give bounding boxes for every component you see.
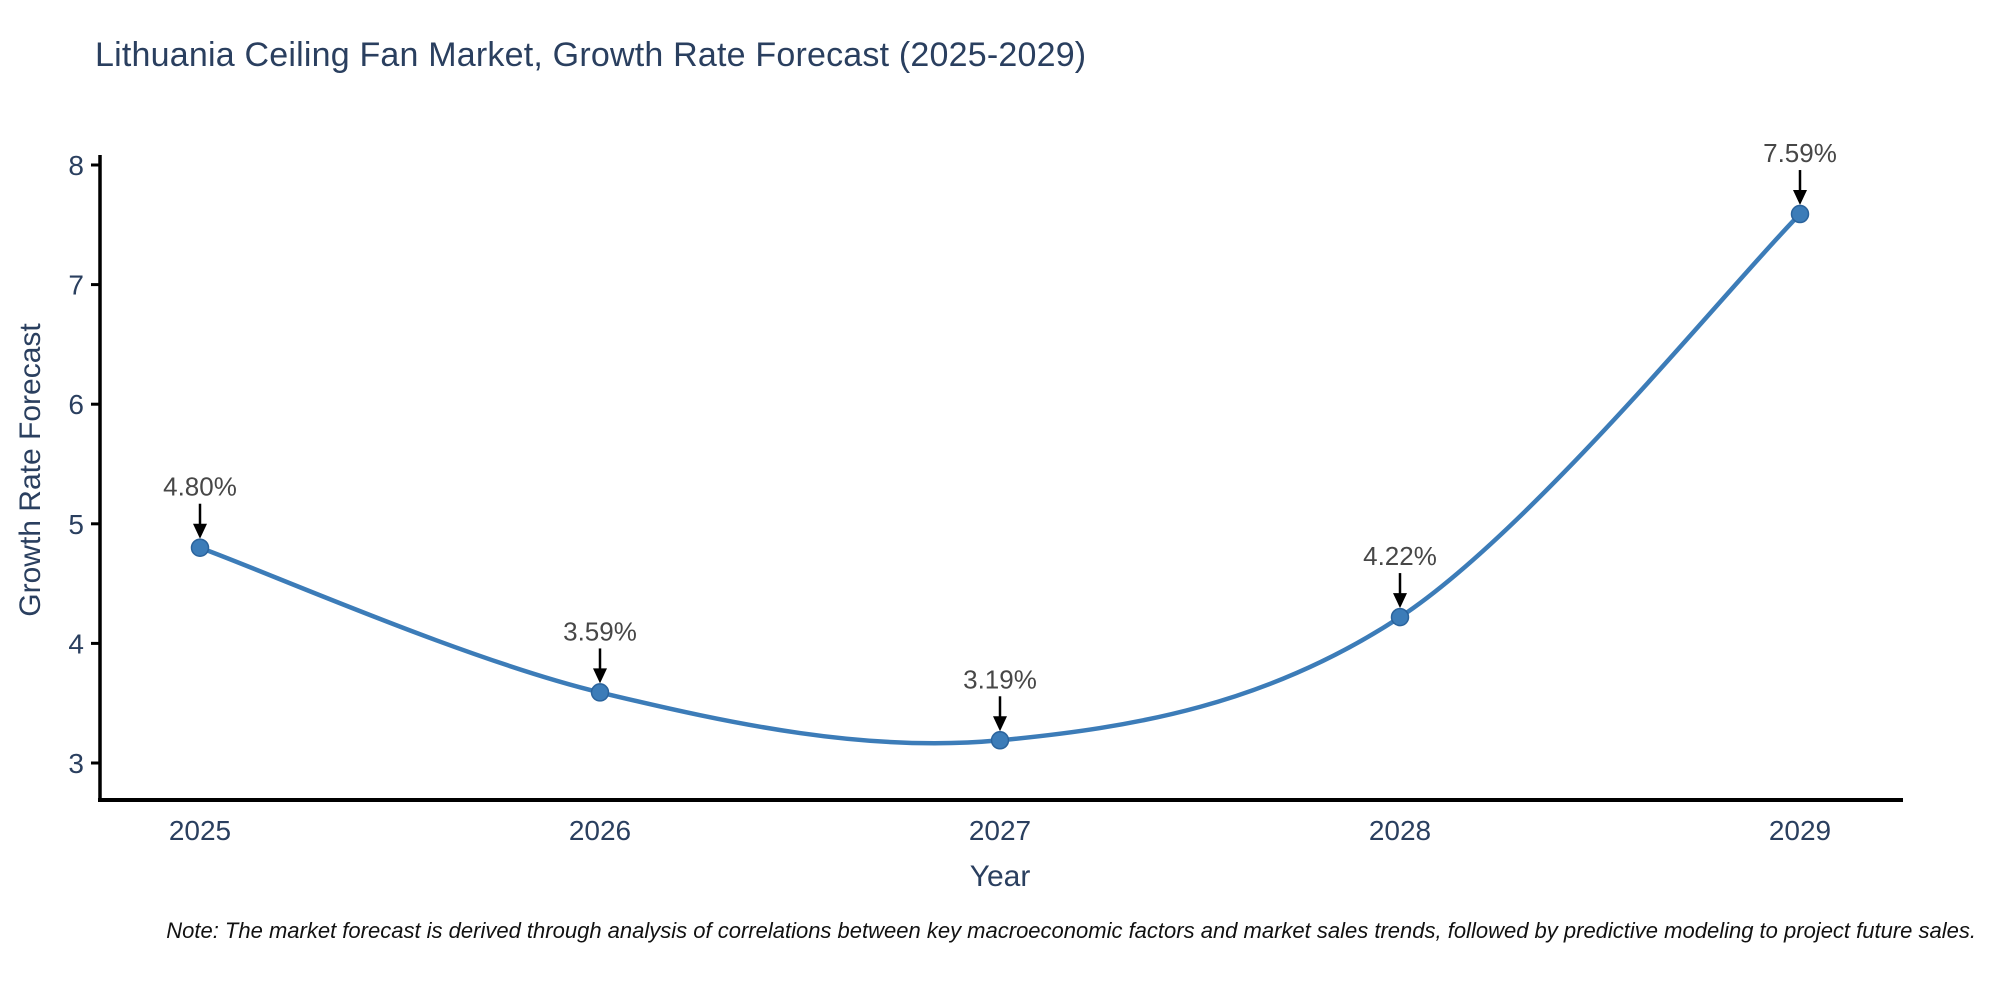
y-tick-label: 5: [68, 509, 84, 540]
x-tick-label: 2025: [169, 815, 231, 846]
footnote: Note: The market forecast is derived thr…: [166, 918, 1976, 943]
y-tick-label: 3: [68, 748, 84, 779]
y-tick-label: 4: [68, 628, 84, 659]
data-point-marker: [1790, 204, 1810, 224]
data-point-marker: [590, 683, 610, 702]
annotation-label: 3.59%: [563, 616, 637, 646]
axes-layer: [98, 155, 1903, 802]
annotation-layer: 4.80% 3.59% 3.19% 4.22% 7.59%: [163, 138, 1837, 732]
annotation-arrow-head: [993, 716, 1007, 732]
ticks-layer: 3 4 5 6 7 8 2025 2026 2027 2028 2029: [68, 150, 1831, 846]
annotation-label: 4.80%: [163, 472, 237, 502]
data-point-marker: [190, 538, 210, 557]
annotation-label: 7.59%: [1763, 138, 1837, 168]
data-point-marker: [1390, 607, 1410, 627]
annotation-arrow-head: [193, 523, 207, 539]
x-tick-label: 2027: [969, 815, 1031, 846]
y-tick-label: 8: [68, 150, 84, 181]
series-layer: [190, 204, 1810, 750]
x-tick-label: 2026: [569, 815, 631, 846]
data-point-marker: [990, 731, 1010, 750]
y-tick-label: 6: [68, 389, 84, 420]
annotation-arrow-head: [1793, 190, 1807, 206]
annotation-label: 4.22%: [1363, 541, 1437, 571]
y-tick-label: 7: [68, 270, 84, 301]
x-tick-label: 2029: [1769, 815, 1831, 846]
chart-title: Lithuania Ceiling Fan Market, Growth Rat…: [95, 36, 1087, 74]
x-axis-title: Year: [970, 860, 1031, 893]
annotation-arrow-head: [1393, 593, 1407, 609]
annotation-label: 3.19%: [963, 664, 1037, 694]
annotation-arrow-head: [593, 668, 607, 684]
y-axis-title: Growth Rate Forecast: [14, 323, 47, 617]
trend-line: [197, 211, 1803, 746]
x-tick-label: 2028: [1369, 815, 1431, 846]
